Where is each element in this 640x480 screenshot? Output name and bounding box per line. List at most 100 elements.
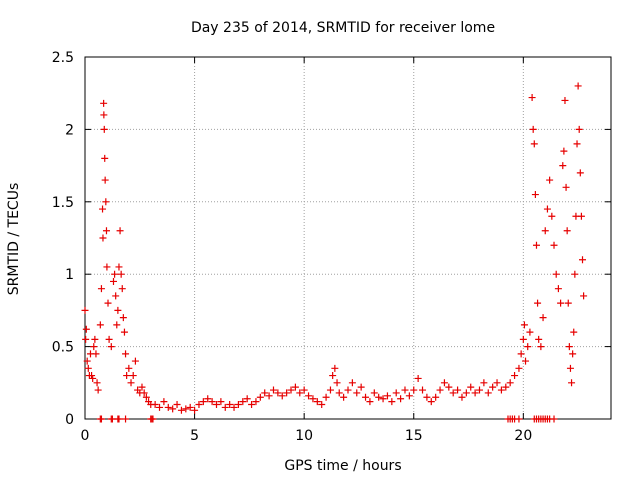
data-point bbox=[467, 383, 475, 391]
data-point bbox=[265, 392, 273, 400]
data-point bbox=[344, 386, 352, 394]
data-point bbox=[204, 395, 212, 403]
data-point bbox=[127, 379, 135, 387]
data-point bbox=[122, 350, 130, 358]
data-point bbox=[405, 392, 413, 400]
data-point bbox=[530, 140, 538, 148]
data-point bbox=[427, 398, 435, 406]
data-point bbox=[191, 406, 199, 414]
data-point bbox=[256, 393, 264, 401]
data-point bbox=[526, 328, 534, 336]
y-tick-label: 0 bbox=[65, 412, 74, 428]
data-point bbox=[335, 389, 343, 397]
x-axis-label: GPS time / hours bbox=[284, 458, 401, 474]
y-tick-label: 2.5 bbox=[52, 50, 74, 66]
data-point bbox=[580, 292, 588, 300]
data-point bbox=[125, 364, 133, 372]
tick-labels: 0 5 10 15 20 0 0.5 1 1.5 2 2.5 bbox=[52, 50, 533, 444]
data-point bbox=[397, 395, 405, 403]
y-tick-label: 2 bbox=[65, 122, 74, 138]
plot-frame bbox=[84, 56, 612, 420]
data-point bbox=[329, 372, 337, 380]
data-point bbox=[309, 395, 317, 403]
data-point bbox=[120, 328, 128, 336]
data-point bbox=[129, 372, 137, 380]
data-point bbox=[217, 398, 225, 406]
data-point bbox=[546, 176, 554, 184]
data-point bbox=[112, 292, 120, 300]
data-point bbox=[445, 383, 453, 391]
data-point bbox=[502, 383, 510, 391]
data-point bbox=[122, 415, 130, 423]
data-point bbox=[123, 372, 131, 380]
data-point bbox=[118, 285, 126, 293]
data-point bbox=[81, 306, 89, 314]
data-point bbox=[493, 379, 501, 387]
data-point bbox=[100, 99, 108, 107]
data-point bbox=[102, 227, 110, 235]
data-point bbox=[243, 395, 251, 403]
data-point bbox=[82, 325, 90, 333]
data-point bbox=[432, 393, 440, 401]
data-point bbox=[388, 398, 396, 406]
data-point bbox=[89, 374, 97, 382]
data-point bbox=[548, 212, 556, 220]
data-point bbox=[357, 383, 365, 391]
data-point bbox=[579, 256, 587, 264]
data-point bbox=[313, 398, 321, 406]
y-tick-label: 1 bbox=[65, 267, 74, 283]
data-point bbox=[100, 111, 108, 119]
data-point bbox=[550, 415, 558, 423]
data-point bbox=[208, 398, 216, 406]
y-tick-label: 1.5 bbox=[52, 195, 74, 211]
data-point bbox=[515, 364, 523, 372]
data-point bbox=[531, 191, 539, 199]
data-point bbox=[84, 364, 92, 372]
data-point bbox=[379, 395, 387, 403]
data-point bbox=[419, 386, 427, 394]
data-point bbox=[90, 343, 98, 351]
data-point bbox=[230, 403, 238, 411]
data-point bbox=[93, 379, 101, 387]
data-point bbox=[296, 389, 304, 397]
data-point bbox=[539, 314, 547, 322]
data-point bbox=[340, 393, 348, 401]
data-point bbox=[383, 392, 391, 400]
data-point bbox=[401, 386, 409, 394]
data-point bbox=[186, 403, 194, 411]
data-point bbox=[566, 364, 574, 372]
data-point bbox=[269, 386, 277, 394]
data-point bbox=[414, 374, 422, 382]
data-point bbox=[462, 389, 470, 397]
data-point bbox=[524, 343, 532, 351]
data-point bbox=[454, 386, 462, 394]
y-axis-label: SRMTID / TECUs bbox=[6, 183, 22, 296]
data-point bbox=[99, 205, 107, 213]
data-point bbox=[515, 415, 523, 423]
data-point bbox=[83, 357, 91, 365]
data-point bbox=[156, 403, 164, 411]
data-point bbox=[96, 321, 104, 329]
data-point bbox=[562, 183, 570, 191]
data-point bbox=[305, 392, 313, 400]
data-point bbox=[366, 398, 374, 406]
data-point bbox=[534, 299, 542, 307]
data-point bbox=[140, 389, 148, 397]
data-point bbox=[574, 82, 582, 90]
data-point bbox=[142, 393, 150, 401]
data-point bbox=[576, 169, 584, 177]
data-point bbox=[103, 263, 111, 271]
data-point bbox=[111, 270, 119, 278]
data-point bbox=[234, 401, 242, 409]
data-point bbox=[115, 263, 123, 271]
data-point bbox=[571, 270, 579, 278]
data-point bbox=[300, 386, 308, 394]
data-point bbox=[160, 398, 168, 406]
data-point bbox=[226, 401, 234, 409]
data-point bbox=[577, 212, 585, 220]
data-point bbox=[568, 379, 576, 387]
data-point bbox=[149, 415, 157, 423]
data-point bbox=[353, 389, 361, 397]
data-point bbox=[563, 227, 571, 235]
data-point bbox=[248, 401, 256, 409]
